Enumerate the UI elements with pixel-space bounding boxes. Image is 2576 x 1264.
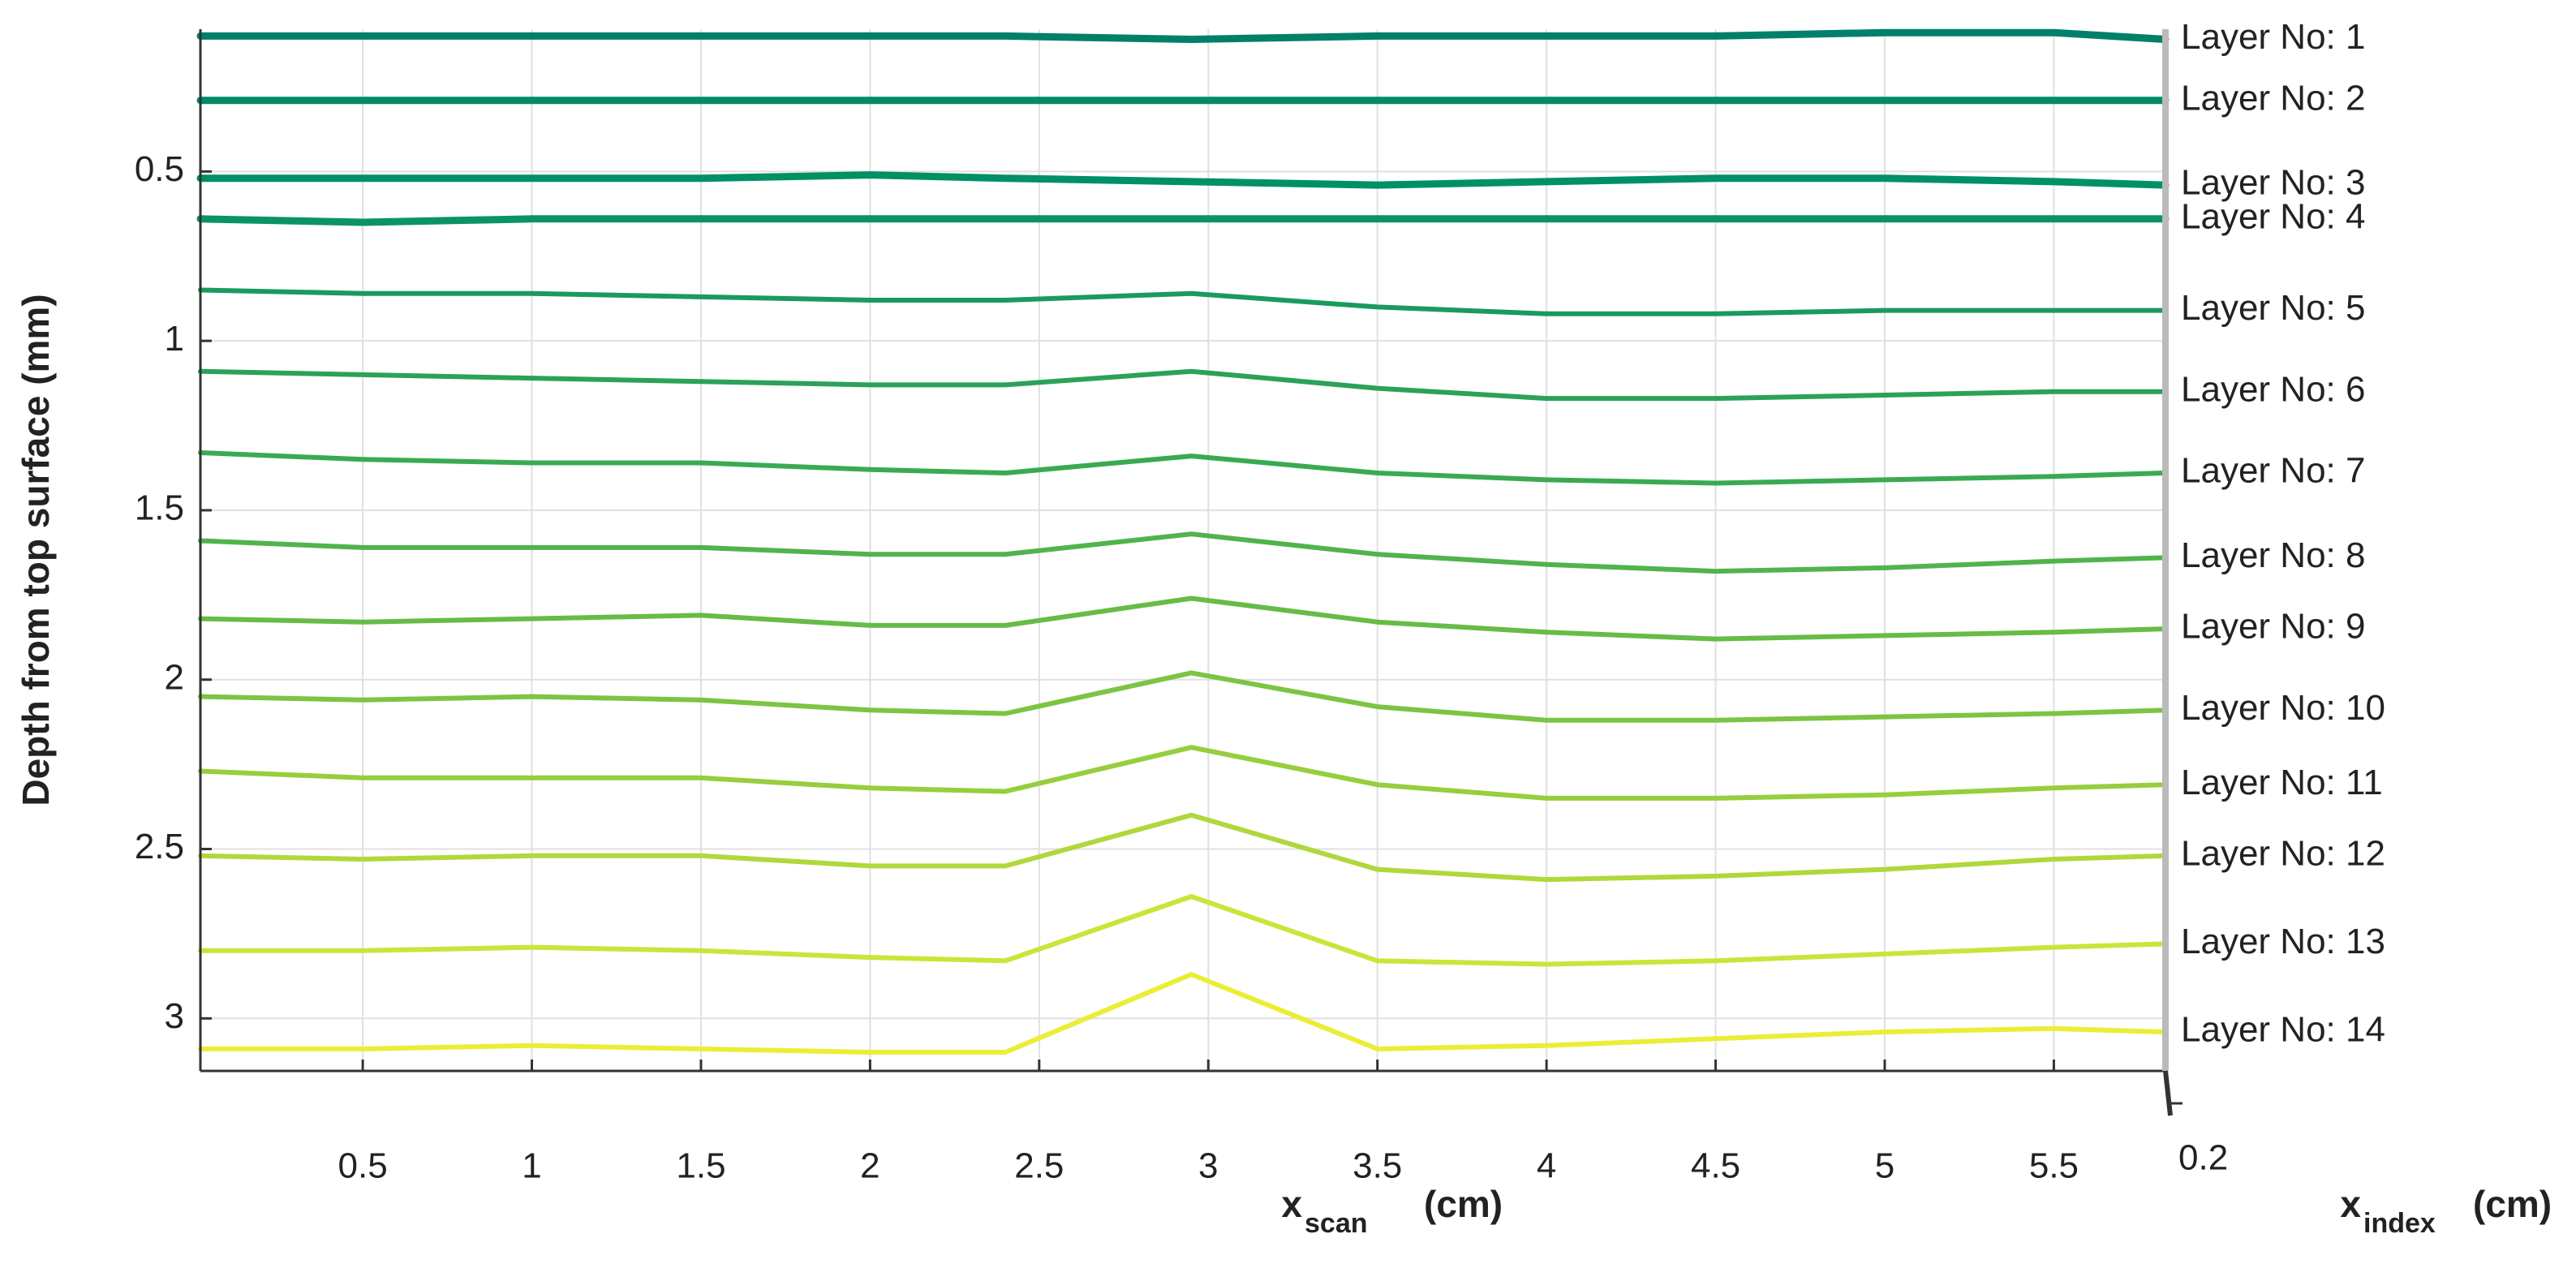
- layer-line: [198, 595, 2168, 642]
- legend-label: Layer No: 8: [2181, 535, 2365, 575]
- layer-line: [198, 972, 2168, 1055]
- layer-line: [198, 670, 2168, 723]
- y-tick-label: 2.5: [135, 827, 184, 866]
- x-tick-label: 1.5: [676, 1146, 725, 1186]
- x-tick-label: 3.5: [1353, 1146, 1402, 1186]
- y-tick-label: 1.5: [135, 488, 184, 528]
- layer-line: [196, 215, 2170, 226]
- x-tick-label: 1: [522, 1146, 541, 1186]
- x-axis-label: x: [1281, 1183, 1302, 1225]
- y-axis-label: Depth from top surface (mm): [15, 294, 57, 806]
- y-tick-label: 0.5: [135, 149, 184, 189]
- legend-label: Layer No: 14: [2181, 1010, 2385, 1050]
- layer-line: [196, 171, 2170, 189]
- layer-line: [198, 368, 2168, 402]
- x-tick-label: 0.5: [338, 1146, 388, 1186]
- layer-line: [198, 894, 2168, 967]
- legend-label: Layer No: 12: [2181, 833, 2385, 873]
- layer-line: [198, 287, 2168, 316]
- legend-label: Layer No: 4: [2181, 196, 2365, 236]
- z-axis-label-unit: (cm): [2473, 1183, 2552, 1225]
- legend-label: Layer No: 1: [2181, 17, 2365, 57]
- z-tick-label: 0.2: [2178, 1138, 2228, 1178]
- z-axis-label: x: [2340, 1183, 2361, 1225]
- x-tick-label: 2: [860, 1146, 879, 1186]
- z-axis-label-sub: index: [2363, 1208, 2436, 1239]
- legend-label: Layer No: 13: [2181, 922, 2385, 961]
- plot-lines: [196, 28, 2170, 1055]
- x-tick-label: 4.5: [1691, 1146, 1740, 1186]
- x-tick-label: 3: [1198, 1146, 1218, 1186]
- depth-axis-line: [2163, 1070, 2173, 1116]
- y-tick-label: 2: [165, 657, 184, 697]
- layer-line: [198, 812, 2168, 883]
- x-tick-label: 2.5: [1014, 1146, 1064, 1186]
- legend-label: Layer No: 7: [2181, 451, 2365, 491]
- layer-line: [198, 531, 2168, 574]
- layer-line: [196, 28, 2170, 43]
- legend-label: Layer No: 10: [2181, 688, 2385, 728]
- x-tick-label: 5: [1875, 1146, 1894, 1186]
- x-tick-label: 5.5: [2029, 1146, 2079, 1186]
- legend-label: Layer No: 3: [2181, 163, 2365, 203]
- axes: [199, 29, 2183, 1116]
- layer-line: [198, 450, 2168, 486]
- x-tick-label: 4: [1537, 1146, 1556, 1186]
- legend-label: Layer No: 9: [2181, 607, 2365, 647]
- x-axis-label-unit: (cm): [1424, 1183, 1503, 1225]
- layer-line: [198, 745, 2168, 801]
- legend-label: Layer No: 5: [2181, 288, 2365, 328]
- x-axis-label-sub: scan: [1305, 1208, 1368, 1239]
- y-tick-label: 1: [165, 319, 184, 359]
- y-tick-label: 3: [165, 996, 184, 1036]
- legend-label: Layer No: 2: [2181, 78, 2365, 118]
- legend-label: Layer No: 6: [2181, 369, 2365, 409]
- legend-label: Layer No: 11: [2181, 763, 2383, 802]
